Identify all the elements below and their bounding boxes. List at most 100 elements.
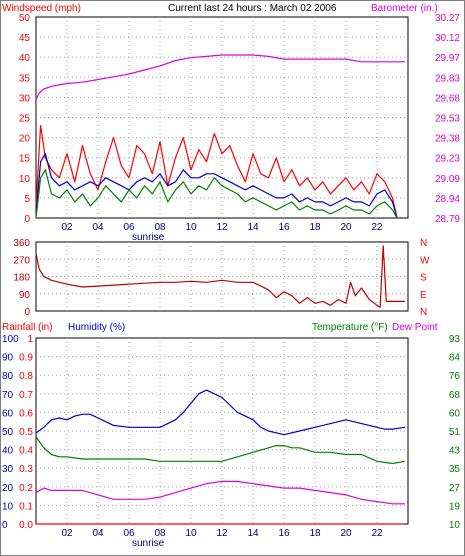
time-tick: 18 — [309, 222, 321, 233]
temperature-tick: 51 — [449, 427, 461, 438]
humidity-series-group — [35, 389, 406, 525]
barometer-tick: 29.83 — [435, 73, 460, 84]
time-tick: 22 — [371, 222, 383, 233]
time-tick: 16 — [278, 222, 290, 233]
humidity-line — [35, 389, 405, 436]
time-tick: 10 — [185, 222, 197, 233]
humidity-tick: 0 — [2, 520, 8, 531]
direction-plot-area — [35, 241, 409, 312]
barometer-tick: 30.12 — [435, 33, 460, 44]
rainfall-tick: 0.8 — [19, 371, 33, 382]
time-tick: 18 — [309, 528, 321, 539]
barometer-axis-title: Barometer (in.) — [371, 3, 438, 14]
speed-line — [35, 153, 398, 219]
compass-tick: N — [420, 307, 427, 318]
rainfall-tick: 0.9 — [19, 353, 33, 364]
time-tick: 20 — [340, 222, 352, 233]
direction-degree-labels: 0 90 180 270 360 — [13, 238, 30, 318]
humidity-tick: 50 — [2, 427, 14, 438]
compass-tick: E — [420, 290, 427, 301]
rainfall-tick: 0.2 — [19, 483, 33, 494]
barometer-tick: 28.94 — [435, 194, 460, 205]
time-tick: 22 — [371, 528, 383, 539]
time-tick: 04 — [92, 528, 104, 539]
direction-series-group — [35, 245, 405, 308]
temperature-tick: 19 — [449, 501, 461, 512]
direction-tick: 90 — [19, 290, 31, 301]
time-tick: 16 — [278, 528, 290, 539]
windspeed-tick: 45 — [19, 33, 31, 44]
rainfall-tick: 1 — [27, 334, 33, 345]
humidity-tick: 40 — [2, 446, 14, 457]
rainfall-tick: 0.4 — [19, 446, 33, 457]
direction-line — [35, 245, 405, 308]
windspeed-axis-title: Windspeed (mph) — [2, 3, 81, 14]
wind-time-tick-labels: 02 04 06 08 10 12 14 16 18 20 22 — [61, 222, 383, 233]
temperature-tick: 68 — [449, 390, 461, 401]
rainfall-tick: 0.6 — [19, 408, 33, 419]
page-title: Current last 24 hours : March 02 2006 — [168, 3, 337, 14]
sunrise-marker-label: sunrise — [132, 232, 165, 243]
humidity-tick: 90 — [2, 353, 14, 364]
barometer-line — [35, 54, 405, 101]
rainfall-tick: 0.7 — [19, 390, 33, 401]
time-tick: 20 — [340, 528, 352, 539]
barometer-tick: 29.53 — [435, 114, 460, 125]
rainfall-tick: 0.0 — [19, 520, 33, 531]
humidity-tick: 100 — [2, 334, 19, 345]
time-tick: 02 — [61, 528, 73, 539]
barometer-tick: 30.27 — [435, 13, 460, 24]
windspeed-tick: 30 — [19, 93, 31, 104]
dewpoint-axis-title: Dew Point — [392, 322, 438, 333]
windspeed-tick: 25 — [19, 114, 31, 125]
time-tick: 14 — [247, 222, 259, 233]
temperature-tick: 60 — [449, 408, 461, 419]
humidity-tick-labels: 0 10 20 30 40 50 60 70 80 90 100 — [2, 334, 19, 531]
time-tick: 04 — [92, 222, 104, 233]
humidity-axis-title: Humidity (%) — [68, 322, 125, 333]
temperature-axis-title: Temperature (°F) — [312, 322, 388, 333]
average-line — [35, 169, 398, 219]
humidity-tick: 70 — [2, 390, 14, 401]
sunrise-marker-label-lower: sunrise — [132, 538, 165, 549]
temperature-tick: 27 — [449, 483, 461, 494]
temperature-tick: 35 — [449, 464, 461, 475]
wind-grid — [36, 17, 408, 218]
windspeed-tick: 0 — [24, 214, 30, 225]
time-tick: 10 — [185, 528, 197, 539]
barometer-tick: 29.97 — [435, 53, 460, 64]
compass-tick: W — [420, 255, 430, 266]
direction-tick: 0 — [24, 307, 30, 318]
rainfall-tick-labels: 0.0 0.1 0.2 0.3 0.4 0.5 0.6 0.7 0.8 0.9 1 — [19, 334, 33, 531]
time-tick: 08 — [154, 222, 166, 233]
windspeed-tick: 5 — [24, 194, 30, 205]
dewpoint-line — [35, 480, 405, 505]
wind-series-group — [35, 54, 405, 219]
temperature-tick: 43 — [449, 446, 461, 457]
humidity-tick: 20 — [2, 483, 14, 494]
time-tick: 02 — [61, 222, 73, 233]
rainfall-tick: 0.3 — [19, 464, 33, 475]
humidity-tick: 10 — [2, 501, 14, 512]
humidity-grid — [36, 338, 408, 524]
direction-tick: 180 — [13, 273, 30, 284]
humidity-time-tick-labels: 02 04 06 08 10 12 14 16 18 20 22 — [61, 528, 383, 539]
humidity-tick: 80 — [2, 371, 14, 382]
barometer-tick-labels: 28.79 28.94 29.09 29.23 29.38 29.53 29.68 29.83… — [435, 13, 460, 225]
windspeed-tick: 35 — [19, 73, 31, 84]
compass-tick: S — [420, 273, 427, 284]
barometer-tick: 29.38 — [435, 134, 460, 145]
gust-line — [35, 124, 398, 219]
time-tick: 12 — [216, 222, 228, 233]
humidity-tick: 30 — [2, 464, 14, 475]
time-tick: 06 — [123, 528, 135, 539]
direction-tick: 270 — [13, 255, 30, 266]
barometer-tick: 28.79 — [435, 214, 460, 225]
temperature-tick: 10 — [449, 520, 461, 531]
barometer-tick: 29.23 — [435, 154, 460, 165]
windspeed-tick: 15 — [19, 154, 31, 165]
barometer-tick: 29.09 — [435, 174, 460, 185]
